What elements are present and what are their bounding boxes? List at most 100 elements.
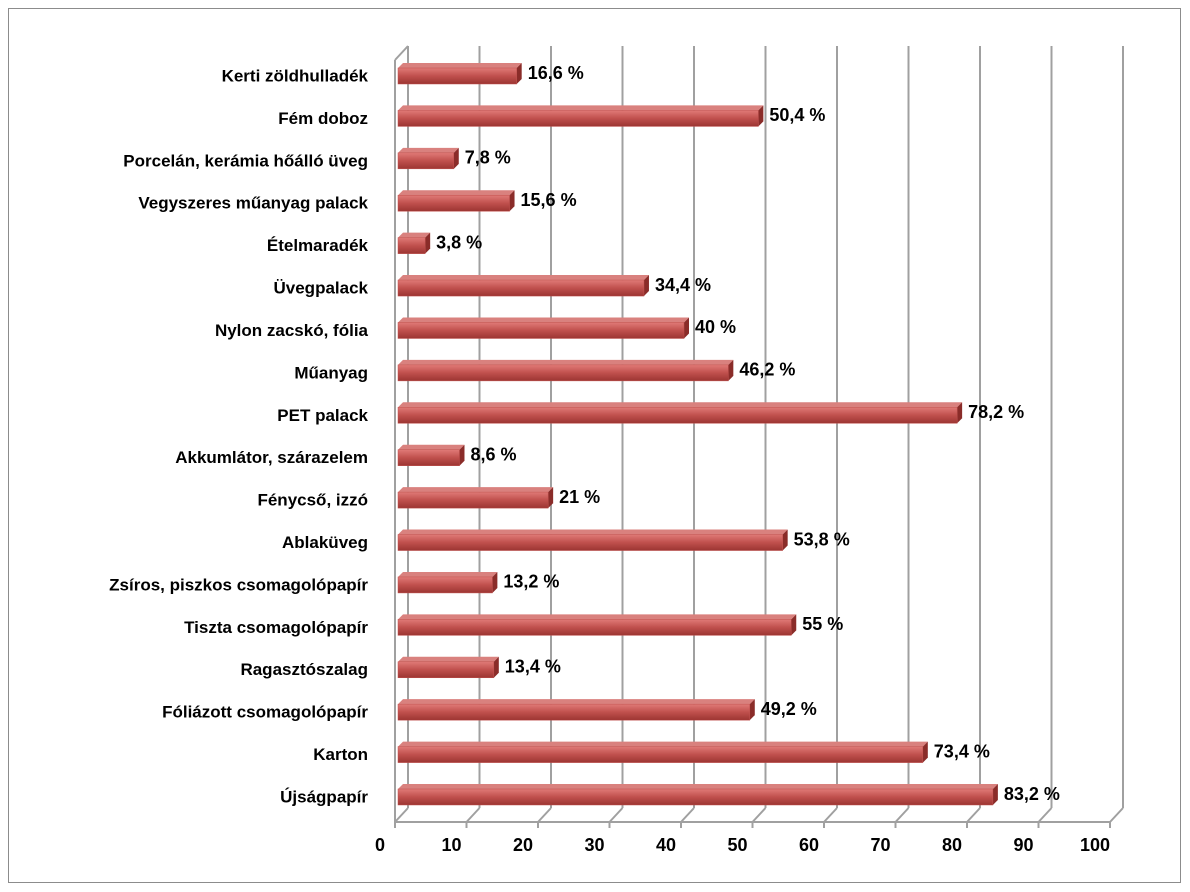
bar-top <box>398 529 788 535</box>
bar-top <box>398 656 499 662</box>
grid-line <box>823 807 838 823</box>
value-label: 46,2 % <box>739 360 795 380</box>
bar <box>397 110 759 127</box>
y-tick-label: Műanyag <box>294 363 368 382</box>
grid-line <box>537 807 552 823</box>
bar-side <box>957 402 963 424</box>
bar-top <box>398 147 459 153</box>
bar-top <box>398 232 431 238</box>
x-tick-label: 10 <box>441 835 461 855</box>
bar-top <box>398 275 649 281</box>
bar-top <box>398 190 515 196</box>
bar-side <box>992 784 998 805</box>
value-label: 16,6 % <box>528 63 584 83</box>
y-tick-label: Zsíros, piszkos csomagolópapír <box>109 575 368 594</box>
x-tick-label: 60 <box>799 835 819 855</box>
value-label: 15,6 % <box>521 190 577 210</box>
value-label: 83,2 % <box>1004 784 1060 804</box>
bar <box>397 703 751 721</box>
x-tick-label: 30 <box>584 835 604 855</box>
value-label: 50,4 % <box>769 105 825 125</box>
value-label: 73,4 % <box>934 741 990 761</box>
bar <box>397 449 460 466</box>
x-tick-label: 20 <box>513 835 533 855</box>
x-tick-label: 90 <box>1013 835 1033 855</box>
axis-line <box>394 45 409 61</box>
y-tick-label: Fém doboz <box>278 109 368 128</box>
y-tick-label: Ételmaradék <box>267 236 369 255</box>
y-tick-label: Vegyszeres műanyag palack <box>138 194 368 213</box>
x-tick-label: 70 <box>870 835 890 855</box>
grid-line <box>1109 807 1124 823</box>
value-label: 53,8 % <box>794 529 850 549</box>
bar <box>397 322 685 339</box>
x-tick-label: 100 <box>1080 835 1110 855</box>
y-tick-label: Karton <box>313 745 368 764</box>
bar-side <box>516 63 522 84</box>
grid-line <box>394 807 409 823</box>
y-tick-label: Tiszta csomagolópapír <box>184 618 368 637</box>
y-tick-label: Ablaküveg <box>282 533 368 552</box>
x-tick-label: 40 <box>656 835 676 855</box>
y-tick-label: Nylon zacskó, fólia <box>215 321 369 340</box>
x-tick-label: 50 <box>727 835 747 855</box>
value-label: 7,8 % <box>465 148 511 168</box>
y-tick-label: Újságpapír <box>280 787 368 806</box>
bar-side <box>749 699 755 721</box>
bar-side <box>493 656 499 678</box>
bar-top <box>398 741 928 747</box>
grid-line <box>966 807 981 823</box>
value-label: 21 % <box>559 487 600 507</box>
bar <box>397 576 493 594</box>
y-tick-label: Üvegpalack <box>274 279 369 298</box>
bar-top <box>398 571 498 577</box>
bar-top <box>398 614 797 620</box>
y-tick-label: Fóliázott csomagolópapír <box>162 703 368 722</box>
value-label: 49,2 % <box>761 699 817 719</box>
bar-side <box>509 190 515 212</box>
bar <box>397 746 924 763</box>
bar-top <box>398 444 465 450</box>
bar <box>397 534 783 551</box>
value-label: 3,8 % <box>436 232 482 252</box>
y-tick-label: Fénycső, izzó <box>257 491 368 510</box>
bar <box>397 661 495 679</box>
bar <box>397 237 426 254</box>
bar-side <box>684 317 689 339</box>
chart-border <box>8 8 1181 883</box>
y-tick-label: Porcelán, kerámia hőálló üveg <box>123 151 368 170</box>
y-tick-label: Ragasztószalag <box>240 660 368 679</box>
bar <box>397 788 994 806</box>
value-label: 34,4 % <box>655 275 711 295</box>
bar <box>397 152 455 170</box>
bar-side <box>922 741 928 763</box>
grid-line <box>751 807 767 823</box>
bar <box>397 491 549 509</box>
bar-top <box>398 359 734 365</box>
grid-line <box>680 807 695 823</box>
bar-top <box>398 402 963 408</box>
bar-side <box>459 444 465 466</box>
x-tick-label: 0 <box>375 835 385 855</box>
bar <box>397 67 517 85</box>
value-label: 78,2 % <box>968 402 1024 422</box>
bar-side <box>492 571 498 593</box>
bar-side <box>728 359 734 381</box>
bar-side <box>548 487 554 509</box>
y-tick-label: Kerti zöldhulladék <box>222 66 369 85</box>
bar <box>397 279 645 297</box>
bar-side <box>453 147 459 169</box>
bar-side <box>643 275 649 297</box>
bar-top <box>398 317 689 323</box>
bar <box>397 194 510 212</box>
value-label: 8,6 % <box>470 444 516 464</box>
bar <box>397 619 792 636</box>
value-label: 40 % <box>695 317 736 337</box>
grid-line <box>465 807 481 823</box>
bar <box>397 364 729 382</box>
value-label: 13,4 % <box>505 657 561 677</box>
bar-side <box>425 232 431 254</box>
bar-top <box>398 487 554 493</box>
grid-line <box>1037 807 1053 823</box>
